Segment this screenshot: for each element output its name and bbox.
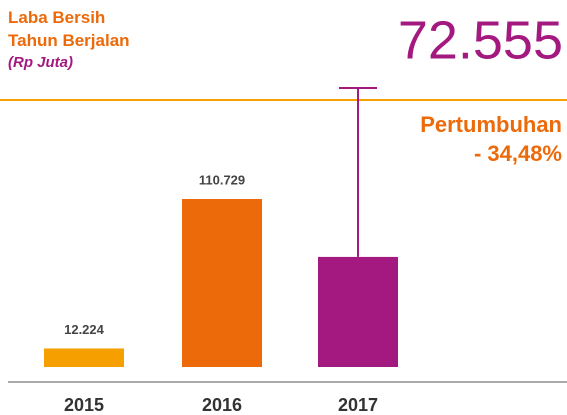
bar <box>318 256 398 367</box>
chart-title: Laba Bersih Tahun Berjalan <box>8 8 130 50</box>
x-tick-label: 2016 <box>202 395 242 415</box>
bar <box>44 348 124 367</box>
annotation-text: - 34,48% <box>474 141 562 166</box>
chart-subtitle: (Rp Juta) <box>8 54 73 71</box>
value-label: 12.224 <box>64 322 105 337</box>
annotation-label: Pertumbuhan <box>420 112 562 137</box>
value-label: 72.555 <box>398 10 563 70</box>
x-tick-label: 2015 <box>64 395 104 415</box>
value-label: 110.729 <box>199 172 245 187</box>
x-tick-label: 2017 <box>338 395 378 415</box>
bar <box>182 199 262 367</box>
